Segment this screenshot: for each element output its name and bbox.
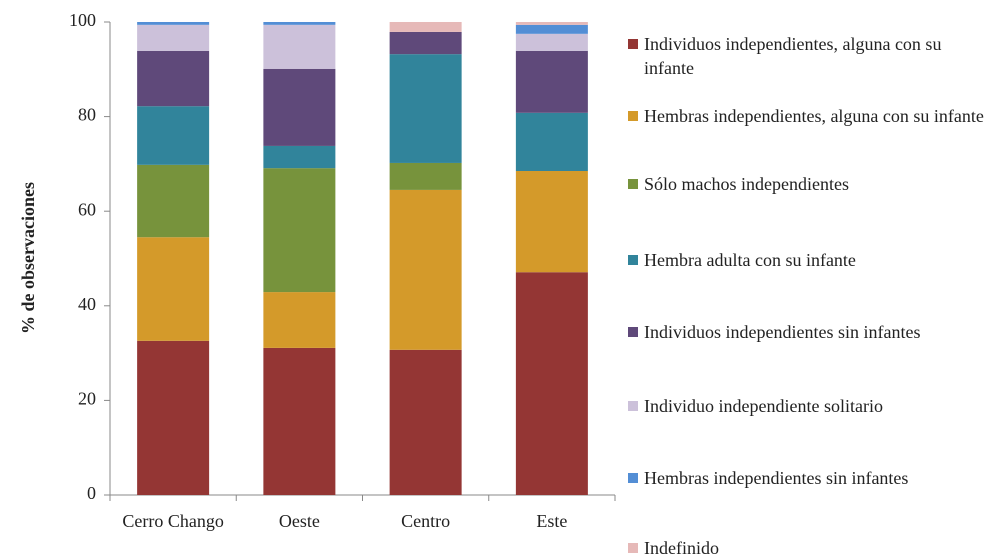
legend-label: Individuos independientes, alguna con su… (644, 34, 942, 78)
bar-segment (137, 164, 210, 238)
bar-segment (263, 292, 336, 348)
legend-swatch (628, 543, 638, 553)
bar-segment (389, 349, 462, 495)
legend-label: Indefinido (644, 538, 719, 558)
x-tick-label: Este (536, 511, 567, 531)
y-tick-label: 80 (78, 105, 96, 125)
bar-segment (389, 22, 462, 32)
bar-segment (263, 145, 336, 169)
bar-segment (389, 31, 462, 55)
bar-segment (263, 24, 336, 69)
y-tick-label: 60 (78, 199, 96, 219)
bar-segment (263, 22, 336, 25)
legend-label: Hembras independientes, alguna con su in… (644, 106, 984, 126)
legend-label: Hembra adulta con su infante (644, 250, 856, 270)
bar-segment (389, 189, 462, 350)
legend-swatch (628, 179, 638, 189)
y-axis-label: % de observaciones (18, 182, 38, 334)
bar-segment (515, 22, 588, 25)
legend-label: Individuos independientes sin infantes (644, 322, 921, 342)
bar-segment (515, 50, 588, 113)
x-tick-label: Centro (401, 511, 450, 531)
bar-segment (137, 106, 210, 165)
x-tick-label: Oeste (279, 511, 320, 531)
bar-segment (515, 170, 588, 273)
legend-entry: Hembras independientes sin infantes (628, 466, 984, 490)
bar-segment (263, 168, 336, 293)
legend-swatch (628, 111, 638, 121)
bar-segment (137, 24, 210, 51)
legend-entry: Sólo machos independientes (628, 172, 984, 196)
y-tick-label: 0 (87, 483, 96, 503)
bar-segment (137, 22, 210, 25)
legend-entry: Individuo independiente solitario (628, 394, 984, 418)
legend-entry: Individuos independientes, alguna con su… (628, 32, 984, 80)
bar-segment (263, 347, 336, 495)
legend-swatch (628, 39, 638, 49)
legend-entry: Hembras independientes, alguna con su in… (628, 104, 984, 128)
bar-segment (515, 33, 588, 51)
legend-label: Hembras independientes sin infantes (644, 468, 909, 488)
bar-segment (137, 237, 210, 341)
x-tick-label: Cerro Chango (122, 511, 223, 531)
legend-swatch (628, 327, 638, 337)
legend-entry: Hembra adulta con su infante (628, 248, 984, 272)
legend-swatch (628, 401, 638, 411)
bar-segment (515, 112, 588, 171)
y-tick-label: 40 (78, 294, 96, 314)
bar-segment (515, 272, 588, 495)
bar-segment (389, 54, 462, 163)
bar-segment (389, 162, 462, 190)
bar-segment (263, 68, 336, 146)
y-tick-label: 20 (78, 389, 96, 409)
y-tick-label: 100 (69, 10, 96, 30)
legend-swatch (628, 473, 638, 483)
bar-segment (515, 24, 588, 34)
legend-entry: Individuos independientes sin infantes (628, 320, 984, 344)
legend-label: Sólo machos independientes (644, 174, 849, 194)
legend-entry: Indefinido (628, 536, 984, 560)
legend-swatch (628, 255, 638, 265)
legend-label: Individuo independiente solitario (644, 396, 883, 416)
bar-segment (137, 50, 210, 107)
bar-segment (137, 340, 210, 495)
